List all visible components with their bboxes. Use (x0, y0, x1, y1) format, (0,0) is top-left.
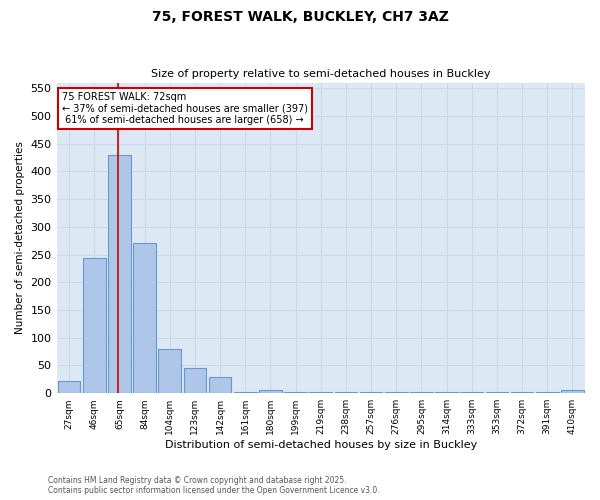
Bar (284, 392, 307, 393)
Bar (485, 392, 508, 393)
Bar (561, 390, 584, 393)
Bar (259, 390, 282, 393)
Bar (335, 392, 357, 393)
X-axis label: Distribution of semi-detached houses by size in Buckley: Distribution of semi-detached houses by … (164, 440, 477, 450)
Bar (83, 258, 106, 393)
Bar (234, 392, 257, 393)
Bar (158, 349, 181, 393)
Bar (385, 392, 407, 393)
Text: 75 FOREST WALK: 72sqm
← 37% of semi-detached houses are smaller (397)
 61% of se: 75 FOREST WALK: 72sqm ← 37% of semi-deta… (62, 92, 308, 125)
Bar (435, 392, 458, 393)
Bar (536, 392, 559, 393)
Bar (360, 392, 382, 393)
Y-axis label: Number of semi-detached properties: Number of semi-detached properties (15, 142, 25, 334)
Bar (511, 392, 533, 393)
Bar (209, 376, 232, 393)
Bar (310, 392, 332, 393)
Bar (58, 381, 80, 393)
Bar (460, 392, 483, 393)
Text: 75, FOREST WALK, BUCKLEY, CH7 3AZ: 75, FOREST WALK, BUCKLEY, CH7 3AZ (152, 10, 448, 24)
Title: Size of property relative to semi-detached houses in Buckley: Size of property relative to semi-detach… (151, 69, 491, 79)
Bar (410, 392, 433, 393)
Bar (184, 368, 206, 393)
Bar (133, 244, 156, 393)
Bar (108, 154, 131, 393)
Text: Contains HM Land Registry data © Crown copyright and database right 2025.
Contai: Contains HM Land Registry data © Crown c… (48, 476, 380, 495)
